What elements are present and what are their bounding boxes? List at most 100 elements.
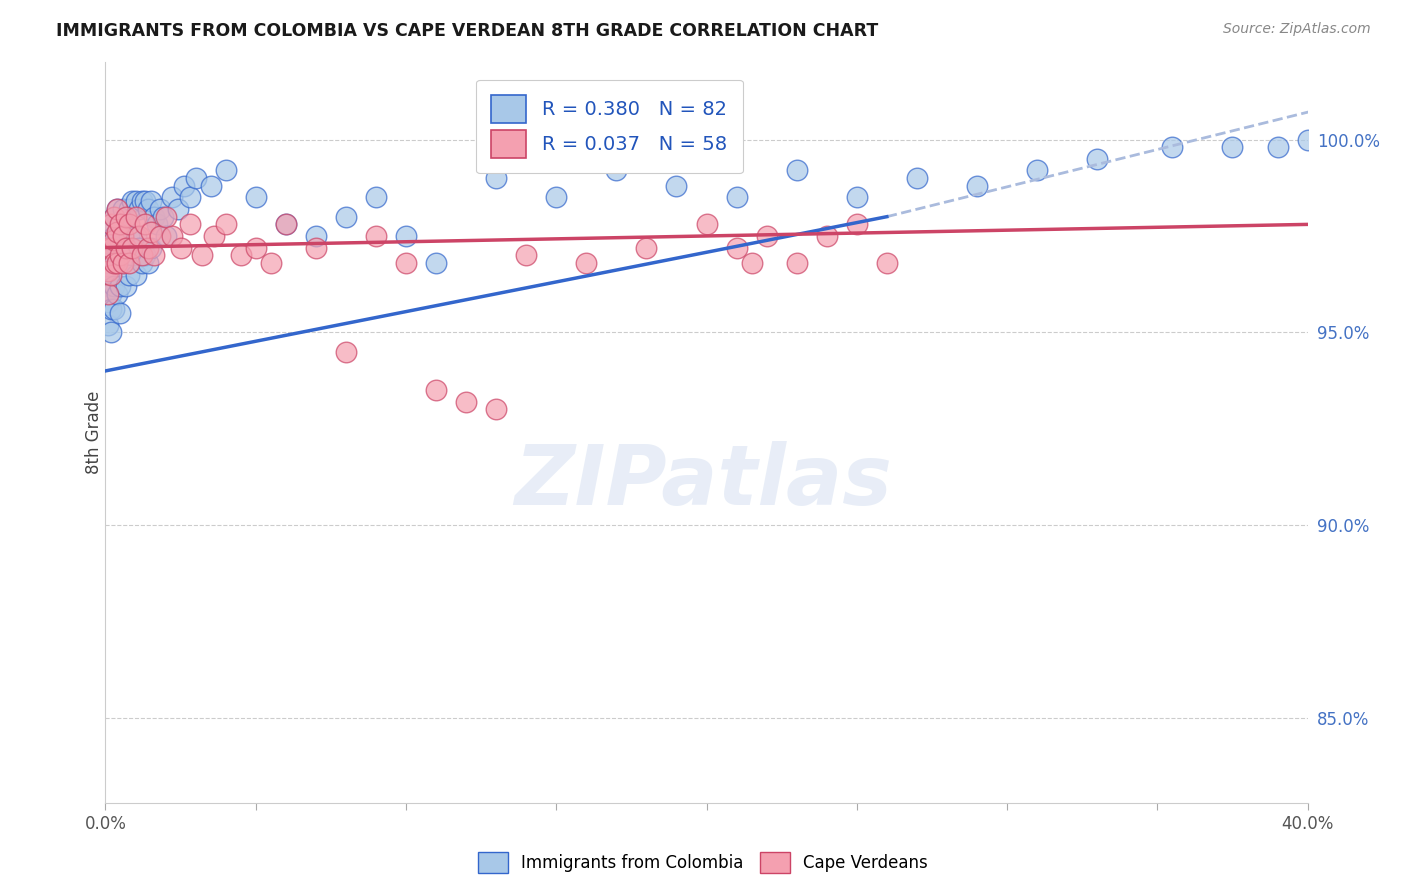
Point [179,218,201,232]
Y-axis label: 8th Grade: 8th Grade [86,391,103,475]
Point [741,256,763,270]
Point [335,210,357,224]
Point [131,256,153,270]
Point [118,256,141,270]
Point [124,268,146,282]
Point [179,190,201,204]
Point [115,241,138,255]
Point [134,248,156,262]
Point [128,241,150,255]
Point [128,202,150,216]
Point [107,256,129,270]
Point [160,229,183,244]
Point [107,286,129,301]
Point [118,229,141,244]
Point [148,202,170,216]
Point [214,163,236,178]
Point [454,394,477,409]
Point [136,256,159,270]
Point [139,194,162,209]
Point [214,218,236,232]
Point [103,302,125,317]
Point [335,344,357,359]
Point [103,256,125,270]
Point [485,402,508,417]
Point [124,194,146,209]
Point [142,210,165,224]
Point [152,210,174,224]
Point [136,241,159,255]
Point [124,210,146,224]
Point [115,241,138,255]
Point [1267,140,1289,154]
Legend: Immigrants from Colombia, Cape Verdeans: Immigrants from Colombia, Cape Verdeans [471,846,935,880]
Point [100,241,122,255]
Point [786,256,808,270]
Point [1161,140,1184,154]
Text: Source: ZipAtlas.com: Source: ZipAtlas.com [1223,22,1371,37]
Point [110,248,132,262]
Point [97,233,120,247]
Point [605,163,627,178]
Point [131,194,153,209]
Point [139,241,162,255]
Point [100,218,122,232]
Point [103,229,125,244]
Point [118,268,141,282]
Point [121,194,143,209]
Point [274,218,297,232]
Point [131,248,153,262]
Point [815,229,838,244]
Point [845,190,868,204]
Point [395,229,418,244]
Point [725,190,748,204]
Point [184,171,207,186]
Point [100,302,122,317]
Point [305,241,328,255]
Point [229,248,252,262]
Point [97,279,120,293]
Point [142,248,165,262]
Point [136,202,159,216]
Point [100,326,122,340]
Point [107,202,129,216]
Point [134,194,156,209]
Point [1222,140,1244,154]
Point [121,241,143,255]
Point [100,241,122,255]
Point [110,306,132,320]
Point [155,210,177,224]
Point [103,279,125,293]
Point [118,218,141,232]
Point [364,190,387,204]
Point [110,248,132,262]
Point [112,256,135,270]
Point [665,178,688,193]
Point [845,218,868,232]
Point [139,225,162,239]
Point [103,233,125,247]
Point [245,241,267,255]
Point [425,383,447,397]
Point [274,218,297,232]
Point [103,256,125,270]
Point [305,229,328,244]
Point [725,241,748,255]
Point [97,318,120,332]
Point [110,218,132,232]
Point [100,218,122,232]
Point [115,279,138,293]
Point [97,294,120,309]
Point [115,210,138,224]
Point [160,190,183,204]
Point [260,256,283,270]
Point [515,248,537,262]
Point [97,263,120,277]
Point [107,202,129,216]
Point [103,210,125,224]
Point [107,225,129,239]
Point [112,256,135,270]
Point [485,171,508,186]
Legend: R = 0.380   N = 82, R = 0.037   N = 58: R = 0.380 N = 82, R = 0.037 N = 58 [475,79,742,173]
Point [128,229,150,244]
